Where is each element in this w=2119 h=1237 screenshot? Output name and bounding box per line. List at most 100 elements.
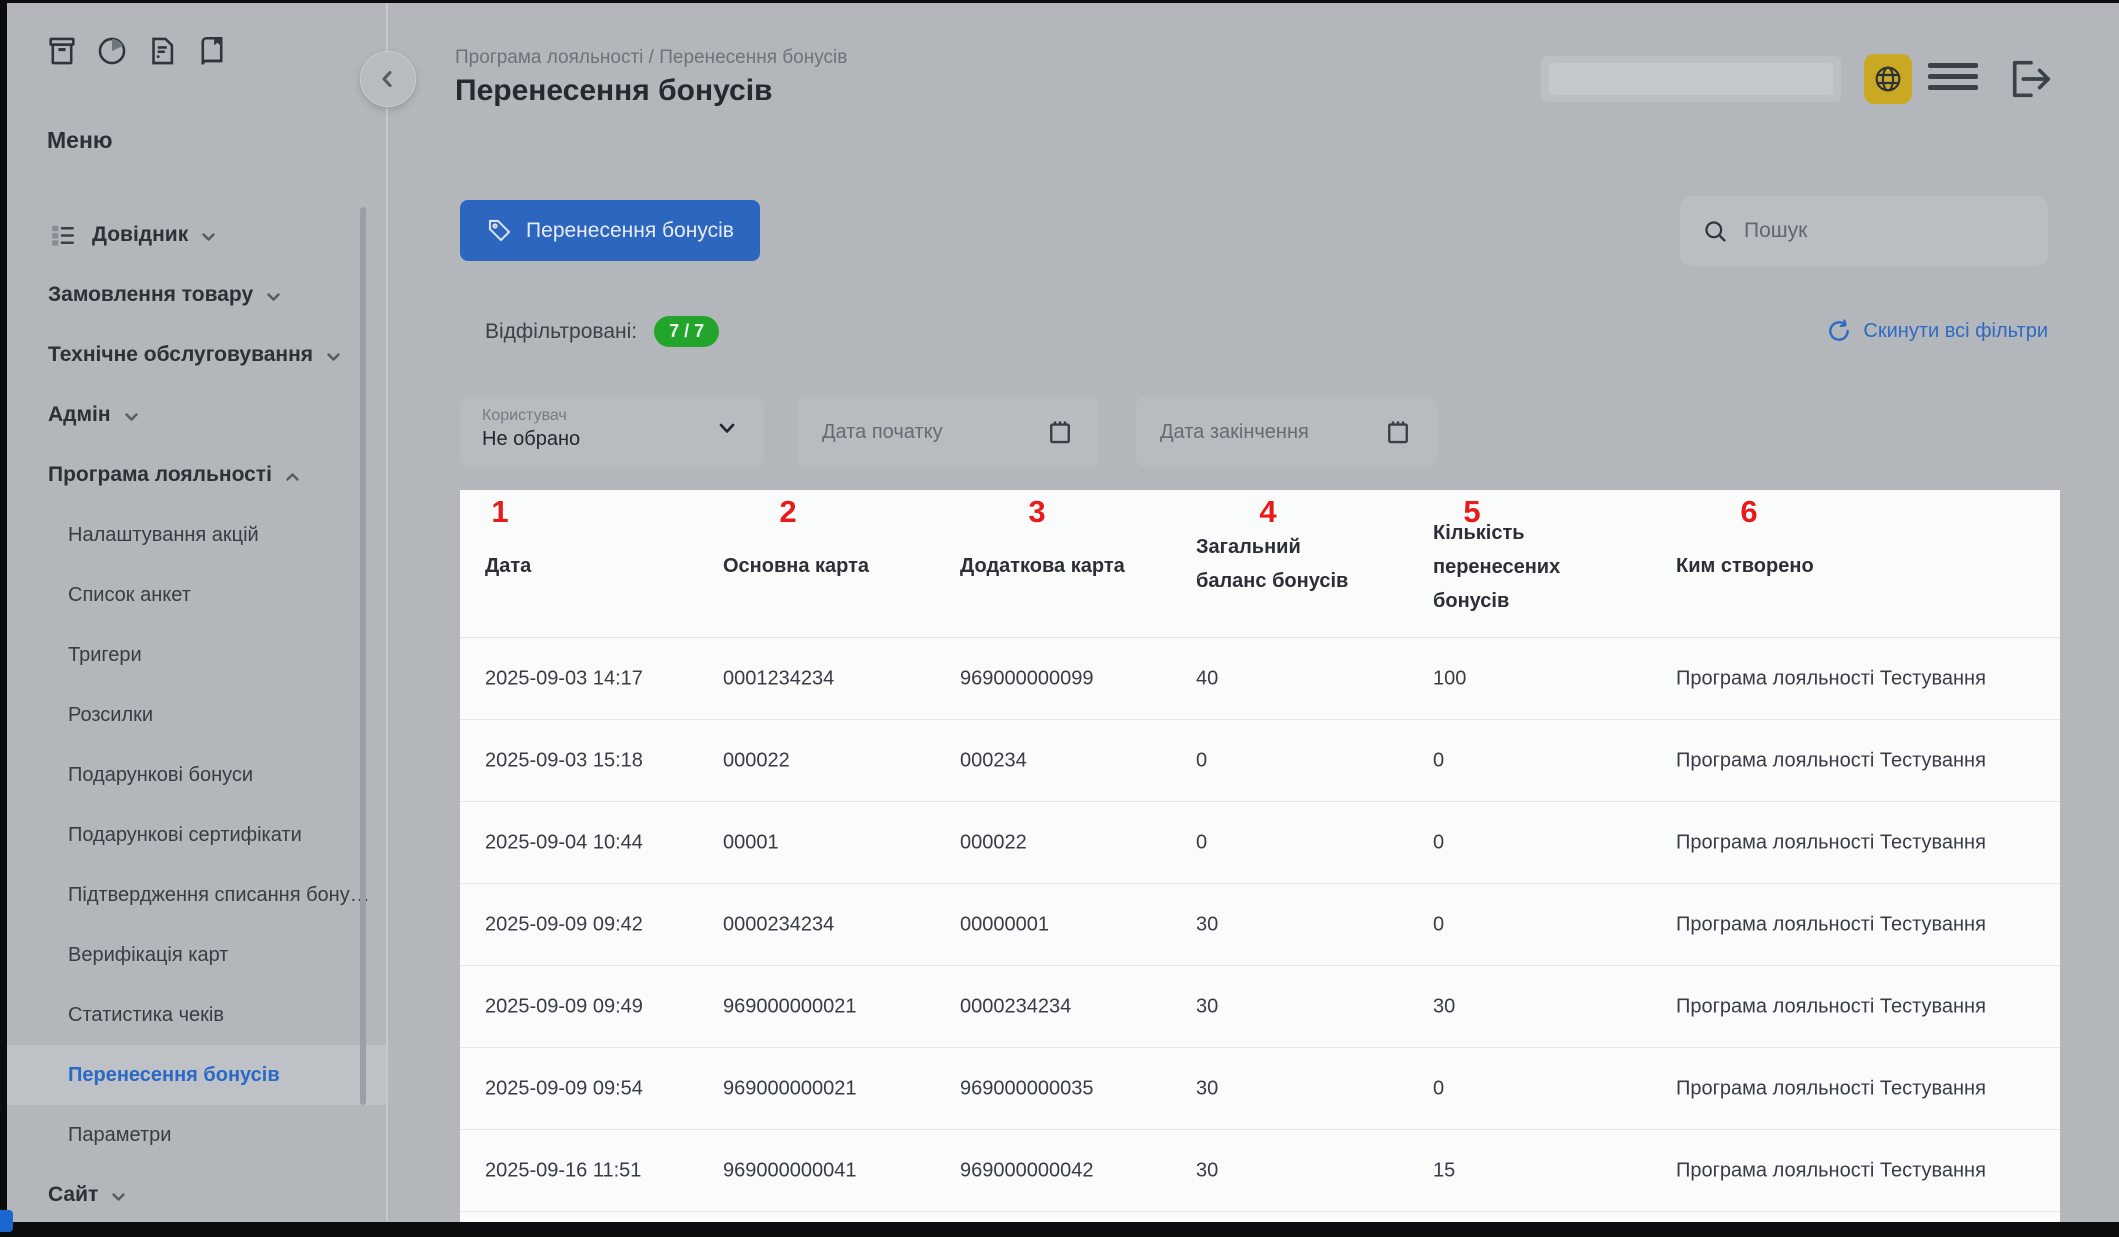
table-cell: 100	[1433, 667, 1653, 690]
redacted-username	[1549, 63, 1833, 95]
table-cell: 2025-09-04 10:44	[485, 831, 715, 854]
date-start-filter[interactable]: Дата початку	[798, 397, 1099, 467]
table-cell: 30	[1196, 913, 1396, 936]
table-cell: 969000000042	[960, 1159, 1190, 1182]
sidebar-item[interactable]: Підтвердження списання бону…	[7, 865, 386, 925]
sidebar-item[interactable]: Подарункові сертифікати	[7, 805, 386, 865]
pie-chart-icon[interactable]	[95, 31, 129, 71]
window-frame	[0, 0, 2119, 3]
sidebar-item-label: Верифікація карт	[68, 944, 228, 967]
filtered-summary: Відфільтровані: 7 / 7	[485, 316, 719, 347]
table-cell: 0000234234	[960, 995, 1190, 1018]
bonus-transfers-table: 123456 ДатаОсновна картаДодаткова картаЗ…	[460, 490, 2060, 1222]
table-cell: Програма лояльності Тестування	[1676, 749, 2056, 772]
sidebar-item[interactable]: Програма лояльності	[7, 445, 386, 505]
sidebar-item[interactable]: Верифікація карт	[7, 925, 386, 985]
filtered-count-badge: 7 / 7	[654, 316, 719, 347]
sidebar-item[interactable]: Адмін	[7, 385, 386, 445]
table-row[interactable]: 2025-09-09 09:54 969000000021 969000000035…	[460, 1048, 2060, 1130]
sidebar-item[interactable]: Розсилки	[7, 685, 386, 745]
table-header: ДатаОсновна картаДодаткова картаЗагальни…	[460, 490, 2060, 638]
table-cell: 969000000099	[960, 667, 1190, 690]
page-title: Перенесення бонусів	[455, 74, 773, 108]
calendar-icon	[1045, 417, 1075, 447]
user-account-area[interactable]	[1541, 56, 1841, 102]
chevron-down-icon	[718, 421, 736, 439]
chevron-down-icon	[124, 412, 139, 422]
sidebar-item-label: Замовлення товару	[48, 283, 253, 307]
table-row[interactable]: 2025-09-16 11:51 969000000041 969000000042…	[460, 1130, 2060, 1212]
sidebar-item-active[interactable]: Перенесення бонусів	[7, 1045, 386, 1105]
sidebar-item[interactable]: Довідник	[7, 205, 386, 265]
sidebar-item-label: Адмін	[48, 403, 111, 427]
logout-icon[interactable]	[2004, 54, 2058, 104]
table-cell: 0	[1433, 831, 1653, 854]
table-cell: 000022	[960, 831, 1190, 854]
user-filter-select[interactable]: Користувач Не обрано	[460, 397, 764, 467]
sidebar-item-label: Перенесення бонусів	[68, 1064, 280, 1087]
sidebar-item[interactable]: Сайт	[7, 1165, 386, 1225]
package-icon[interactable]	[45, 31, 79, 71]
table-cell: 0	[1196, 831, 1396, 854]
search-input[interactable]	[1742, 218, 2026, 244]
table-cell: 000234	[960, 749, 1190, 772]
table-cell: Програма лояльності Тестування	[1676, 913, 2056, 936]
table-cell: 00000001	[960, 913, 1190, 936]
table-cell: 2025-09-16 11:51	[485, 1159, 715, 1182]
reset-icon	[1826, 318, 1852, 344]
transfer-bonuses-button[interactable]: Перенесення бонусів	[460, 200, 760, 261]
calendar-icon	[1383, 417, 1413, 447]
sidebar-scrollbar[interactable]	[360, 207, 366, 1105]
sidebar-item-label: Довідник	[92, 223, 188, 247]
sidebar-item[interactable]: Подарункові бонуси	[7, 745, 386, 805]
sidebar-item[interactable]: Технічне обслуговування	[7, 325, 386, 385]
table-body: 2025-09-03 14:17000123423496900000009940…	[460, 638, 2060, 1212]
language-button[interactable]	[1864, 54, 1912, 104]
window-frame	[0, 0, 7, 1237]
breadcrumb[interactable]: Програма лояльності / Перенесення бонусі…	[455, 47, 847, 69]
sidebar-item-label: Тригери	[68, 644, 142, 667]
document-icon[interactable]	[145, 31, 179, 71]
chevron-down-icon	[326, 352, 341, 362]
reset-filters-link[interactable]: Скинути всі фільтри	[1826, 318, 2048, 344]
column-header: Ким створено	[1676, 552, 1976, 580]
search-icon	[1702, 218, 1729, 245]
table-cell: 2025-09-09 09:42	[485, 913, 715, 936]
table-row[interactable]: 2025-09-03 14:17000123423496900000009940…	[460, 638, 2060, 720]
sidebar-item[interactable]: Замовлення товару	[7, 265, 386, 325]
sidebar-item-label: Сайт	[48, 1183, 98, 1207]
date-end-filter[interactable]: Дата закінчення	[1136, 397, 1437, 467]
sidebar-item[interactable]: Список анкет	[7, 565, 386, 625]
sidebar-collapse-button[interactable]	[360, 51, 416, 107]
sidebar-item-label: Налаштування акцій	[68, 524, 259, 547]
table-cell: 969000000041	[723, 1159, 953, 1182]
sidebar-item[interactable]: Тригери	[7, 625, 386, 685]
table-cell: 2025-09-09 09:54	[485, 1077, 715, 1100]
table-row[interactable]: 2025-09-03 15:1800002200023400Програма л…	[460, 720, 2060, 802]
table-cell: 969000000021	[723, 995, 953, 1018]
column-header: Загальний баланс бонусів	[1196, 530, 1376, 598]
book-icon[interactable]	[195, 31, 229, 71]
chevron-down-icon	[111, 1192, 126, 1202]
table-row[interactable]: 2025-09-04 10:440000100002200Програма ло…	[460, 802, 2060, 884]
search-box	[1680, 196, 2048, 266]
table-cell: 0	[1196, 749, 1396, 772]
table-cell: 0001234234	[723, 667, 953, 690]
chevron-up-icon	[285, 472, 300, 482]
table-cell: 969000000035	[960, 1077, 1190, 1100]
sidebar-item[interactable]: Параметри	[7, 1105, 386, 1165]
sidebar-item-label: Параметри	[68, 1124, 171, 1147]
menu-toggle-icon[interactable]	[1928, 63, 1978, 91]
sidebar-divider	[386, 3, 388, 1222]
sidebar-item[interactable]: Налаштування акцій	[7, 505, 386, 565]
table-cell: 000022	[723, 749, 953, 772]
table-row[interactable]: 2025-09-09 09:49969000000021000023423430…	[460, 966, 2060, 1048]
table-row[interactable]: 2025-09-09 09:42000023423400000001300Про…	[460, 884, 2060, 966]
window-frame	[0, 1222, 2119, 1237]
table-cell: Програма лояльності Тестування	[1676, 667, 2056, 690]
table-cell: 969000000021	[723, 1077, 953, 1100]
app-window: Меню ДовідникЗамовлення товаруТехнічне о…	[0, 0, 2119, 1237]
sidebar-item-label: Статистика чеків	[68, 1004, 224, 1027]
list-icon	[48, 221, 77, 250]
sidebar-item[interactable]: Статистика чеків	[7, 985, 386, 1045]
